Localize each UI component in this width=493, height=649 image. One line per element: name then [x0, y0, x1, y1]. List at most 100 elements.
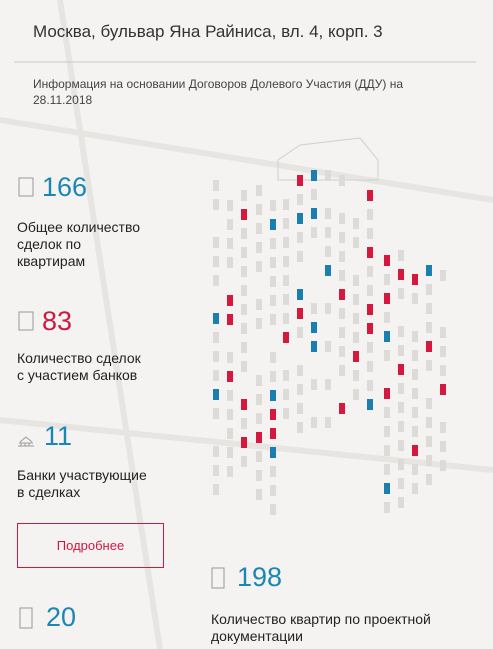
window: [398, 383, 404, 394]
details-button[interactable]: Подробнее: [17, 523, 164, 568]
window: [398, 421, 404, 432]
window: [384, 426, 390, 437]
window: [270, 504, 276, 515]
window: [256, 318, 262, 329]
building-icon: [19, 607, 33, 629]
window: [339, 232, 345, 243]
window: [297, 308, 303, 319]
window: [398, 288, 404, 299]
window: [241, 399, 247, 410]
window: [339, 213, 345, 224]
window: [283, 313, 289, 324]
window: [426, 265, 432, 276]
label-line: с участием банков: [17, 367, 138, 383]
window: [283, 294, 289, 305]
window: [241, 228, 247, 239]
window: [398, 326, 404, 337]
window: [325, 227, 331, 238]
window: [412, 331, 418, 342]
road: [57, 0, 163, 649]
window: [384, 502, 390, 513]
window: [384, 407, 390, 418]
window: [412, 369, 418, 380]
window: [426, 322, 432, 333]
window: [297, 365, 303, 376]
window: [339, 365, 345, 376]
window: [213, 351, 219, 362]
window: [440, 327, 446, 338]
window: [213, 199, 219, 210]
label-line: Банки участвующие: [17, 467, 147, 483]
window: [367, 399, 373, 410]
window: [311, 189, 317, 200]
window: [384, 331, 390, 342]
icons: [18, 177, 225, 629]
window: [367, 304, 373, 315]
roof: [277, 137, 379, 181]
window: [283, 256, 289, 267]
window: [353, 218, 359, 229]
window: [353, 332, 359, 343]
window: [241, 323, 247, 334]
window: [311, 170, 317, 181]
window: [311, 341, 317, 352]
window: [297, 175, 303, 186]
window: [227, 314, 233, 325]
window: [270, 447, 276, 458]
window: [367, 361, 373, 372]
window: [398, 345, 404, 356]
window: [339, 251, 345, 262]
window: [325, 170, 331, 181]
window: [367, 228, 373, 239]
window: [227, 447, 233, 458]
window: [227, 200, 233, 211]
windows: [213, 170, 446, 515]
label-line: квартирам: [17, 253, 86, 269]
window: [440, 365, 446, 376]
window: [213, 465, 219, 476]
window: [325, 246, 331, 257]
window: [241, 266, 247, 277]
window: [398, 440, 404, 451]
window: [241, 342, 247, 353]
window: [367, 380, 373, 391]
window: [426, 341, 432, 352]
window: [367, 285, 373, 296]
window: [213, 389, 219, 400]
stat-value: 20: [46, 602, 77, 632]
window: [412, 483, 418, 494]
window: [367, 209, 373, 220]
window: [227, 409, 233, 420]
window: [297, 384, 303, 395]
window: [426, 474, 432, 485]
window: [270, 200, 276, 211]
window: [270, 295, 276, 306]
window: [227, 390, 233, 401]
window: [426, 436, 432, 447]
stat-label: Банки участвующие в сделках: [17, 467, 147, 501]
window: [227, 219, 233, 230]
stat-value: 166: [42, 172, 88, 202]
window: [256, 413, 262, 424]
window: [256, 470, 262, 481]
stat-value: 83: [42, 306, 73, 336]
window: [270, 409, 276, 420]
window: [325, 379, 331, 390]
window: [325, 265, 331, 276]
window: [311, 322, 317, 333]
window: [241, 247, 247, 258]
window: [398, 402, 404, 413]
window: [270, 314, 276, 325]
window: [412, 445, 418, 456]
window: [297, 422, 303, 433]
window: [270, 219, 276, 230]
window: [339, 289, 345, 300]
window: [227, 428, 233, 439]
window: [256, 204, 262, 215]
window: [440, 270, 446, 281]
window: [213, 237, 219, 248]
window: [270, 276, 276, 287]
window: [339, 327, 345, 338]
window: [339, 308, 345, 319]
